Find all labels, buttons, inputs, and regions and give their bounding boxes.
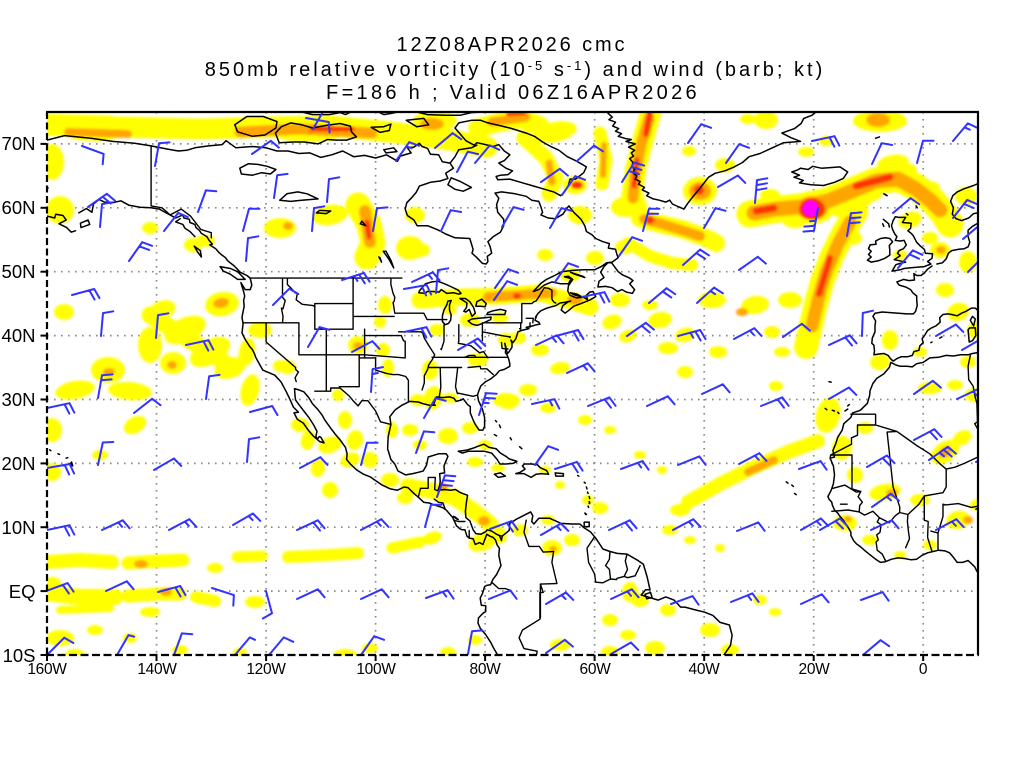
svg-text:20W: 20W [799,661,831,678]
svg-text:0: 0 [919,661,928,678]
svg-text:40W: 40W [689,661,721,678]
svg-text:160W: 160W [27,661,67,678]
svg-text:30N: 30N [2,389,36,410]
svg-text:EQ: EQ [9,581,36,602]
svg-text:70N: 70N [2,133,36,154]
svg-text:850mb relative vorticity (10-5: 850mb relative vorticity (10-5 s-1) and … [205,58,826,81]
svg-text:120W: 120W [246,661,286,678]
svg-text:100W: 100W [356,661,396,678]
svg-text:F=186 h ; Valid 06Z16APR2026: F=186 h ; Valid 06Z16APR2026 [326,82,700,104]
svg-text:20N: 20N [2,453,36,474]
svg-text:12Z08APR2026 cmc: 12Z08APR2026 cmc [397,34,628,56]
svg-text:60W: 60W [580,661,612,678]
svg-text:140W: 140W [137,661,177,678]
svg-text:10S: 10S [3,645,36,666]
svg-text:40N: 40N [2,325,36,346]
svg-text:50N: 50N [2,261,36,282]
svg-text:60N: 60N [2,197,36,218]
svg-text:80W: 80W [470,661,502,678]
svg-text:10N: 10N [2,517,36,538]
